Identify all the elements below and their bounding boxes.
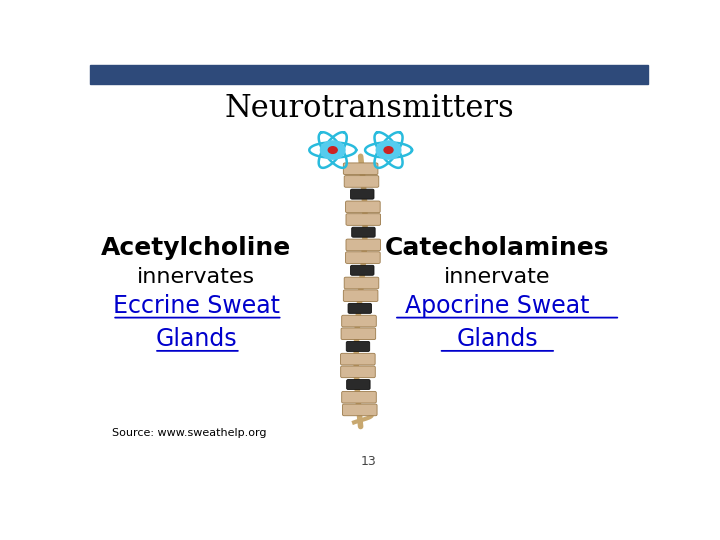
Text: innervate: innervate	[444, 267, 551, 287]
Text: Source: www.sweathelp.org: Source: www.sweathelp.org	[112, 428, 267, 438]
FancyBboxPatch shape	[351, 227, 375, 237]
Text: innervates: innervates	[137, 267, 255, 287]
Circle shape	[328, 147, 337, 153]
Text: Catecholamines: Catecholamines	[385, 236, 610, 260]
Text: Glands: Glands	[156, 327, 237, 351]
Text: Glands: Glands	[456, 327, 538, 351]
FancyBboxPatch shape	[346, 239, 381, 251]
FancyBboxPatch shape	[346, 341, 369, 352]
Text: Eccrine Sweat: Eccrine Sweat	[112, 294, 279, 318]
FancyBboxPatch shape	[344, 176, 379, 187]
FancyBboxPatch shape	[343, 290, 378, 301]
FancyBboxPatch shape	[341, 353, 375, 365]
Circle shape	[320, 141, 345, 159]
Bar	[90, 65, 648, 84]
FancyBboxPatch shape	[343, 404, 377, 416]
FancyBboxPatch shape	[341, 366, 375, 377]
Text: Apocrine Sweat: Apocrine Sweat	[405, 294, 590, 318]
Circle shape	[377, 141, 401, 159]
FancyBboxPatch shape	[343, 163, 378, 174]
FancyBboxPatch shape	[344, 277, 379, 289]
Text: 13: 13	[361, 455, 377, 468]
FancyBboxPatch shape	[348, 303, 372, 313]
FancyBboxPatch shape	[351, 265, 374, 275]
FancyBboxPatch shape	[341, 328, 376, 340]
Text: Neurotransmitters: Neurotransmitters	[224, 93, 514, 124]
FancyBboxPatch shape	[351, 189, 374, 199]
FancyBboxPatch shape	[342, 315, 377, 327]
FancyBboxPatch shape	[342, 392, 377, 403]
Circle shape	[384, 147, 393, 153]
FancyBboxPatch shape	[346, 380, 370, 389]
FancyBboxPatch shape	[346, 252, 380, 264]
FancyBboxPatch shape	[346, 201, 380, 213]
FancyBboxPatch shape	[346, 214, 381, 225]
Text: Acetylcholine: Acetylcholine	[101, 236, 291, 260]
